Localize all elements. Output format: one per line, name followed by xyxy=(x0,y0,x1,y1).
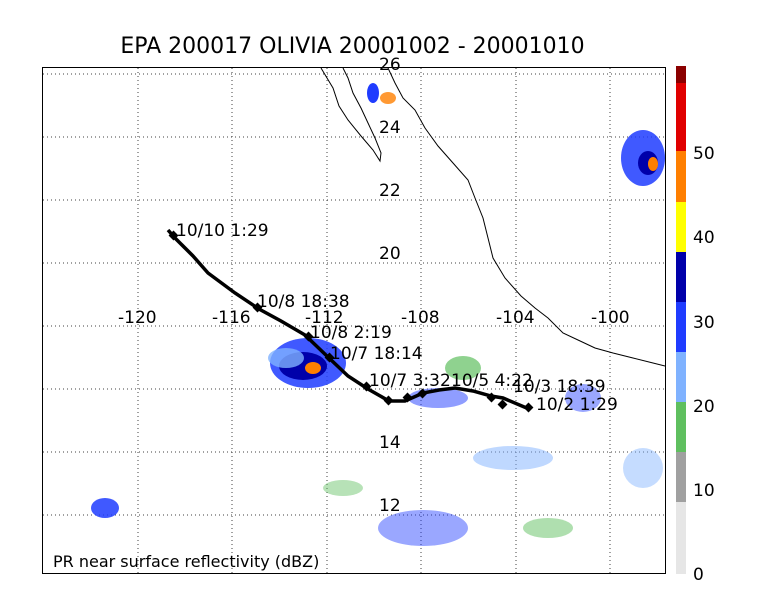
map-title: EPA 200017 OLIVIA 20001002 - 20001010 xyxy=(120,34,585,59)
lon-label-108: -108 xyxy=(401,308,440,328)
colorbar-seg-orange xyxy=(676,151,686,202)
coastline xyxy=(320,68,665,367)
colorbar-label-50: 50 xyxy=(693,144,715,164)
lon-label-100: -100 xyxy=(591,308,630,328)
lon-label-112: -112 xyxy=(305,308,344,328)
track-label-1010: 10/10 1:29 xyxy=(176,221,269,241)
colorbar-seg-dark-blue xyxy=(676,252,686,302)
colorbar-seg-gray xyxy=(676,452,686,502)
track-label-102-129: 10/2 1:29 xyxy=(536,395,618,415)
storm-track xyxy=(166,228,534,413)
lat-label-26: 26 xyxy=(379,55,401,75)
lon-label-120: -120 xyxy=(118,308,157,328)
lat-label-12: 12 xyxy=(379,496,401,516)
lat-label-20: 20 xyxy=(379,244,401,264)
map-frame: 26 24 22 20 14 12 -120 -116 -112 -108 -1… xyxy=(42,55,666,574)
colorbar-seg-light-blue xyxy=(676,352,686,402)
colorbar-seg-dark-red xyxy=(676,66,686,83)
colorbar-seg-red xyxy=(676,83,686,151)
track-label-107-1814: 10/7 18:14 xyxy=(330,344,423,364)
lat-label-24: 24 xyxy=(379,118,401,138)
reflectivity-map xyxy=(43,68,665,573)
track-label-103-1839: 10/3 18:39 xyxy=(513,377,606,397)
colorbar-label-10: 10 xyxy=(693,481,715,501)
track-label-108-219: 10/8 2:19 xyxy=(310,323,392,343)
lon-label-104: -104 xyxy=(496,308,535,328)
track-label-105-422: 10/5 4:22 xyxy=(451,371,533,391)
colorbar-seg-green xyxy=(676,402,686,452)
colorbar-label-30: 30 xyxy=(693,313,715,333)
field-label: PR near surface reflectivity (dBZ) xyxy=(53,552,320,571)
lon-label-116: -116 xyxy=(212,308,251,328)
lat-label-14: 14 xyxy=(379,433,401,453)
lat-label-22: 22 xyxy=(379,181,401,201)
colorbar-label-40: 40 xyxy=(693,228,715,248)
colorbar-label-0: 0 xyxy=(693,565,704,585)
track-label-107-332: 10/7 3:32 xyxy=(369,371,451,391)
track-label-108-1838: 10/8 18:38 xyxy=(257,292,350,312)
colorbar-seg-light-gray xyxy=(676,502,686,574)
colorbar-seg-blue xyxy=(676,302,686,352)
colorbar-seg-yellow xyxy=(676,202,686,252)
colorbar-label-20: 20 xyxy=(693,397,715,417)
map-gridlines xyxy=(43,68,665,573)
colorbar xyxy=(676,66,686,574)
reflectivity-echoes xyxy=(91,83,665,546)
